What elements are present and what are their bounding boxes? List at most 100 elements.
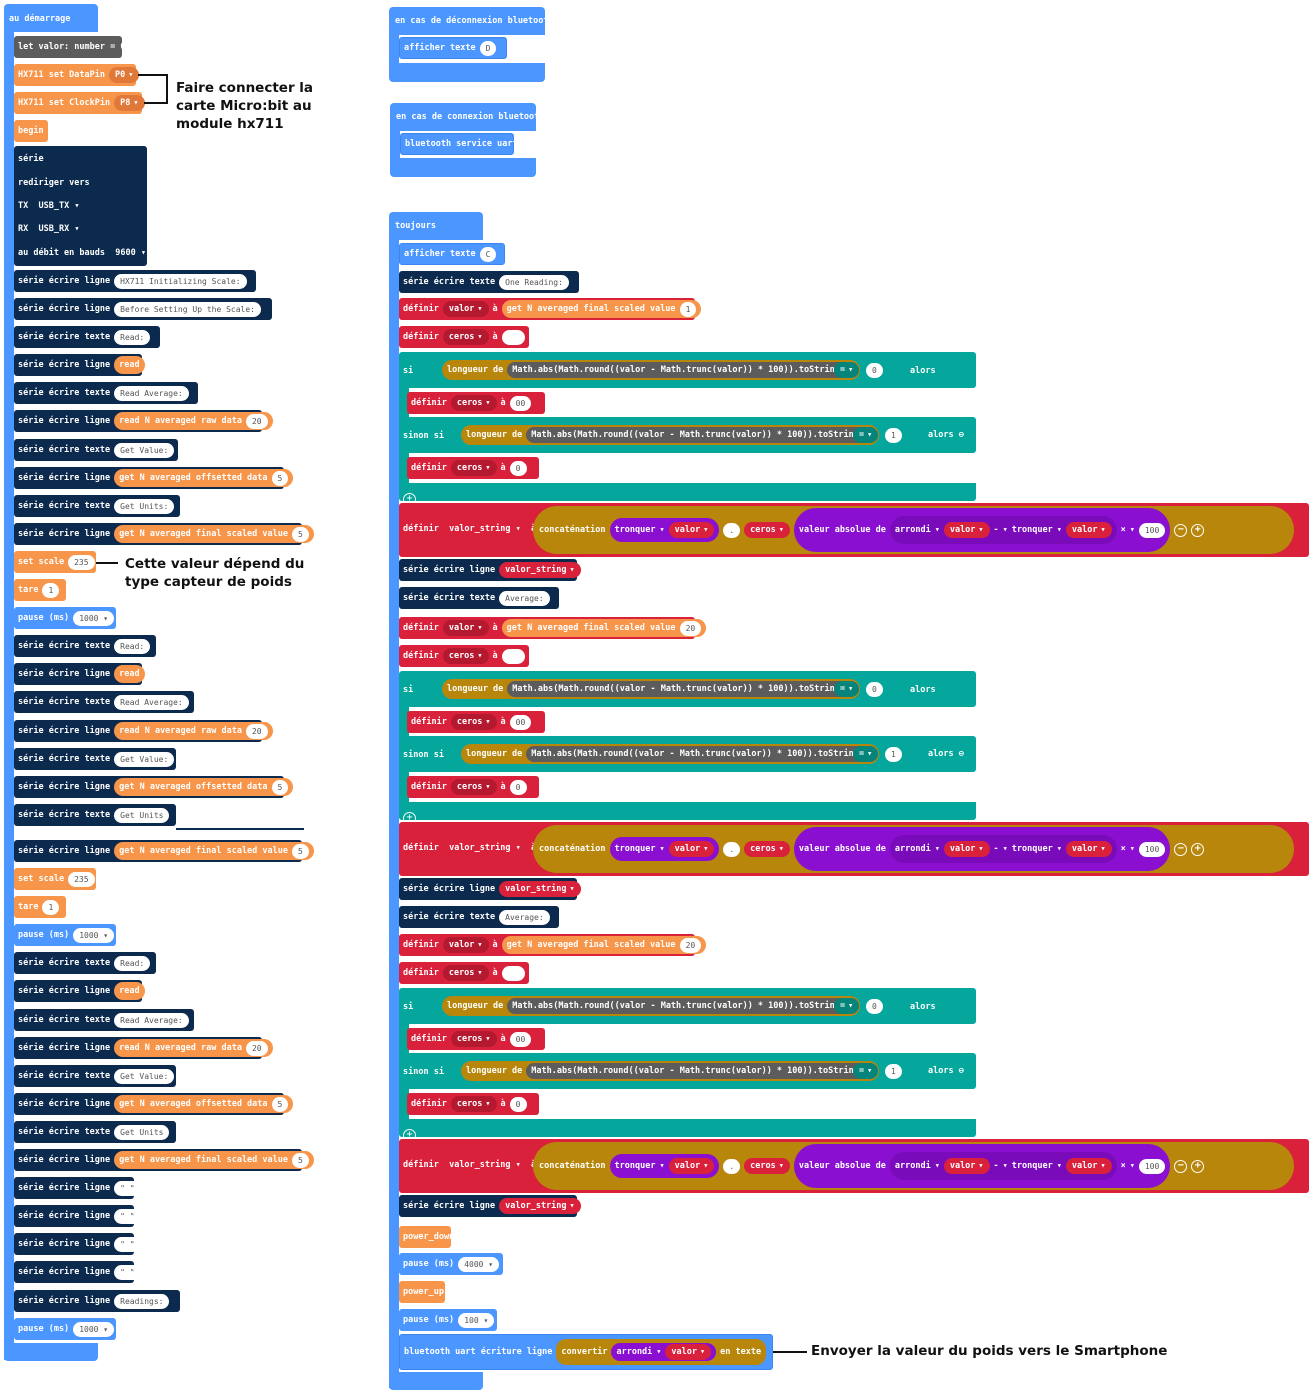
remove-item-icon[interactable]: − [1174,1159,1188,1173]
set-scale-block[interactable]: set scale 235 [14,551,96,573]
add-item-icon[interactable]: + [1191,842,1205,856]
pause-block[interactable]: pause (ms) 1000 ▾ [14,607,116,629]
read-reporter[interactable]: read [114,356,145,374]
remove-item-icon[interactable]: − [1174,842,1188,856]
pause-dropdown[interactable]: 1000 ▾ [73,610,115,626]
serial-write-line[interactable]: série écrire ligne valor_string ▾ [399,559,581,581]
length-of-reporter[interactable]: longueur de Math.abs(Math.round((valor - … [442,360,861,380]
serial-write-text[interactable]: série écrire texte Read Average: [14,691,194,713]
serial-write-text[interactable]: série écrire texte Get Units: [14,495,180,517]
serial-write-text[interactable]: série écrire texte Get Value: [14,1065,176,1087]
set-scale-block[interactable]: set scale 235 [14,868,96,890]
length-of-reporter[interactable]: longueur de Math.abs(Math.round((valor - … [461,425,880,445]
rx-row[interactable]: RX USB_RX ▾ [18,224,80,234]
let-valor-block[interactable]: let valor: number = 0 [14,36,125,58]
serial-write-line[interactable]: série écrire ligne read N averaged raw da… [14,1037,273,1059]
connect-event[interactable] [390,103,536,131]
string-input[interactable]: Get Units: [114,498,175,514]
length-of-reporter[interactable]: longueur de Math.abs(Math.round((valor - … [442,679,861,699]
string-input[interactable]: Read: [114,329,151,345]
serial-write-text[interactable]: série écrire texte Get Value: [14,748,176,770]
show-string-block[interactable]: afficher texte C [399,243,505,265]
serial-write-line[interactable]: série écrire ligne get N averaged offsett… [14,776,294,798]
remove-item-icon[interactable]: − [1174,523,1188,537]
serial-write-line[interactable]: série écrire ligne Before Setting Up the … [14,298,272,320]
serial-write-line[interactable]: série écrire ligne read [14,980,145,1002]
set-valor-block[interactable]: définir valor ▾ à get N averaged final scale… [399,617,707,639]
show-string-block[interactable]: afficher texte D [399,37,507,59]
add-item-icon[interactable]: + [1191,1159,1205,1173]
serial-redirect-block[interactable] [14,146,147,266]
remove-else-if-icon[interactable]: alors ⊖ [928,1066,964,1076]
serial-write-text[interactable]: série écrire texte Read Average: [14,382,198,404]
set-ceros-block[interactable]: définir ceros ▾ à 0 [407,1093,539,1115]
set-ceros-block[interactable]: définir ceros ▾ à 0 [407,457,539,479]
read-raw-reporter[interactable]: read N averaged raw data 20 [114,412,273,430]
string-input[interactable]: Read Average: [114,385,189,401]
forever-event[interactable] [389,212,483,240]
length-of-reporter[interactable]: longueur de Math.abs(Math.round((valor - … [461,1061,880,1081]
length-of-reporter[interactable]: longueur de Math.abs(Math.round((valor - … [442,996,861,1016]
serial-write-text[interactable]: série écrire texte Get Units [14,1121,176,1143]
serial-write-line[interactable]: série écrire ligne get N averaged final s… [14,840,314,862]
tare-block[interactable]: tare 1 [14,896,66,918]
pause-block[interactable]: pause (ms) 100 ▾ [399,1309,497,1331]
hx711-datapin-block[interactable]: HX711 set DataPin P0 ▾ [14,64,140,86]
set-ceros-block[interactable]: définir ceros ▾ à 00 [407,392,545,414]
bt-uart-service[interactable]: bluetooth service uart [400,133,518,155]
concat-reporter[interactable]: concaténation tronquer ▾ valor ▾ . ceros ▾ v… [533,506,1294,554]
disconnect-event[interactable] [389,7,545,35]
set-ceros-block[interactable]: définir ceros ▾ à [399,326,529,348]
serial-write-text[interactable]: série écrire texte Average: [399,906,559,928]
serial-write-text[interactable]: série écrire texte Read Average: [14,1009,194,1031]
get-final-reporter[interactable]: get N averaged final scaled value 5 [114,525,314,543]
hx711-clockpin-block[interactable]: HX711 set ClockPin P8 ▾ [14,92,145,114]
convert-reporter[interactable]: convertir arrondi ▾ valor ▾ en texte [556,1339,767,1365]
serial-write-line[interactable]: série écrire ligne " " [14,1205,141,1227]
set-ceros-block[interactable]: définir ceros ▾ à [399,645,529,667]
serial-write-line[interactable]: série écrire ligne " " [14,1261,141,1283]
baud-row[interactable]: au débit en bauds 9600 ▾ [18,248,146,258]
serial-write-line[interactable]: série écrire ligne valor_string ▾ [399,1195,581,1217]
pause-block[interactable]: pause (ms) 1000 ▾ [14,924,116,946]
power-down-block[interactable]: power_down [399,1226,454,1248]
serial-write-line[interactable]: série écrire ligne Readings: [14,1290,180,1312]
clockpin-dropdown[interactable]: P8 ▾ [114,95,145,111]
serial-write-text[interactable]: série écrire texte Read: [14,326,160,348]
serial-write-text[interactable]: série écrire texte Get Value: [14,439,178,461]
string-input[interactable]: HX711 Initializing Scale: [114,273,247,289]
concat-reporter[interactable]: concaténation tronquer ▾ valor ▾ . ceros ▾ v… [533,825,1294,873]
serial-write-text[interactable]: série écrire texte Average: [399,587,559,609]
eq-dropdown[interactable]: = ▾ [834,681,860,697]
bt-uart-write-line[interactable]: bluetooth uart écriture ligne convertir … [399,1334,773,1370]
serial-write-text[interactable]: série écrire texte Get Units [14,804,176,826]
scale-input[interactable]: 235 [68,554,95,570]
on-start-title[interactable]: au démarrage [9,14,71,24]
serial-write-line[interactable]: série écrire ligne get N averaged offsett… [14,1093,294,1115]
get-offset-reporter[interactable]: get N averaged offsetted data 5 [114,469,294,487]
string-input[interactable]: Get Value: [114,442,175,458]
serial-write-line[interactable]: série écrire ligne get N averaged final s… [14,1149,314,1171]
remove-else-if-icon[interactable]: alors ⊖ [928,430,964,440]
serial-write-line[interactable]: série écrire ligne get N averaged offsett… [14,467,294,489]
begin-block[interactable]: begin [14,120,48,142]
remove-else-if-icon[interactable]: alors ⊖ [928,749,964,759]
serial-write-line[interactable]: série écrire ligne HX711 Initializing Sca… [14,270,256,292]
add-item-icon[interactable]: + [1191,523,1205,537]
pause-block[interactable]: pause (ms) 4000 ▾ [399,1253,503,1275]
serial-write-line[interactable]: série écrire ligne read [14,354,145,376]
power-up-block[interactable]: power_up [399,1281,445,1303]
round-reporter[interactable]: arrondi ▾ valor ▾ [611,1343,717,1361]
set-ceros-block[interactable]: définir ceros ▾ à 0 [407,776,539,798]
eq-dropdown[interactable]: = ▾ [834,998,860,1014]
serial-write-line[interactable]: série écrire ligne read [14,663,145,685]
set-ceros-block[interactable]: définir ceros ▾ à 00 [407,711,545,733]
serial-write-line[interactable]: série écrire ligne read N averaged raw da… [14,720,273,742]
serial-write-line[interactable]: série écrire ligne valor_string ▾ [399,878,581,900]
eq-dropdown[interactable]: = ▾ [834,362,860,378]
serial-write-text[interactable]: série écrire texte Read: [14,635,156,657]
serial-write-line[interactable]: série écrire ligne get N averaged final s… [14,523,314,545]
tx-row[interactable]: TX USB_TX ▾ [18,201,80,211]
string-input[interactable]: Before Setting Up the Scale: [114,301,261,317]
length-of-reporter[interactable]: longueur de Math.abs(Math.round((valor - … [461,744,880,764]
